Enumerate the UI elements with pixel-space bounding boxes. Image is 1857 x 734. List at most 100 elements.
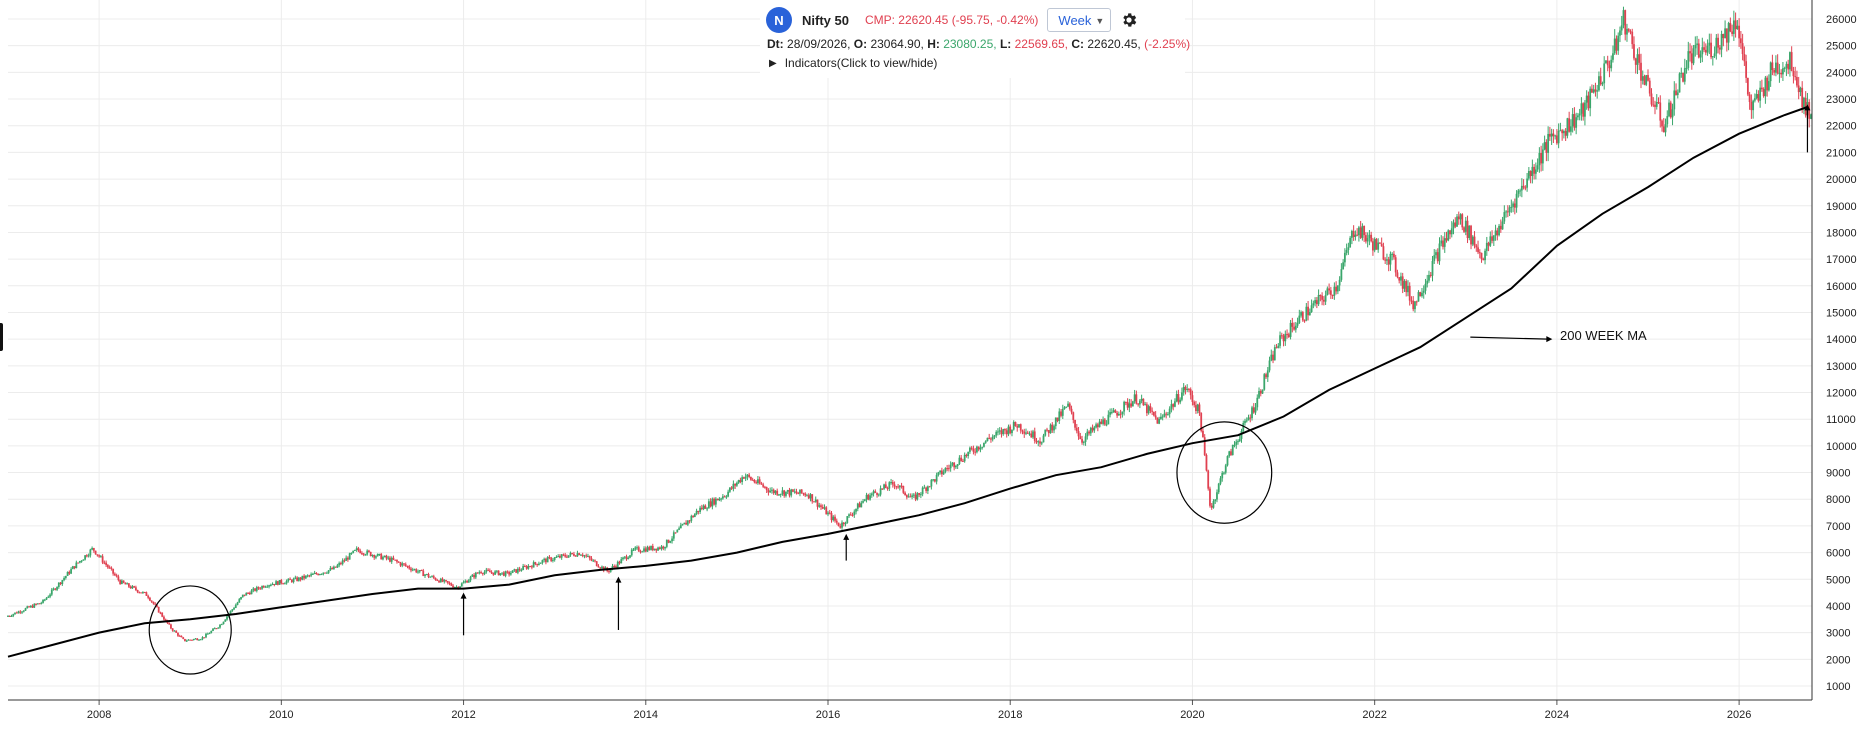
- candle-body: [951, 462, 954, 465]
- candle-body: [753, 479, 756, 483]
- candle-body: [1710, 42, 1712, 58]
- gear-icon[interactable]: [1120, 11, 1138, 29]
- candle-body: [1217, 483, 1220, 493]
- candle-body: [788, 490, 791, 496]
- candle-body: [778, 494, 780, 496]
- candle-body: [26, 606, 29, 609]
- candle-body: [63, 578, 65, 581]
- timeframe-select[interactable]: Week ▼: [1047, 8, 1112, 32]
- candle-body: [1801, 87, 1804, 108]
- candle-body: [786, 490, 789, 492]
- candle-body: [301, 575, 304, 580]
- candle-body: [667, 539, 670, 543]
- candle-body: [823, 507, 826, 509]
- candle-body: [1792, 70, 1795, 77]
- candle-body: [897, 486, 899, 488]
- candle-body: [119, 580, 122, 584]
- candle-body: [1592, 89, 1595, 93]
- candle-body: [1580, 103, 1583, 114]
- candle-body: [1400, 276, 1402, 281]
- candle-body: [536, 563, 539, 566]
- candle-body: [858, 503, 861, 508]
- candle-body: [905, 495, 908, 498]
- candle-body: [1708, 42, 1711, 46]
- candle-body: [404, 564, 407, 566]
- candle-body: [1117, 413, 1120, 416]
- candle-body: [1149, 406, 1152, 411]
- candle-body: [587, 556, 589, 558]
- candle-body: [679, 525, 682, 529]
- candle-body: [1053, 426, 1055, 431]
- candle-body: [1501, 221, 1504, 230]
- date-value: 28/09/2026,: [787, 37, 851, 51]
- candle-body: [1072, 412, 1075, 421]
- candle-body: [1116, 412, 1119, 416]
- candle-body: [248, 593, 251, 595]
- ma-annotation-label: 200 WEEK MA: [1560, 328, 1647, 343]
- candle-body: [870, 493, 873, 496]
- candle-body: [476, 572, 479, 574]
- candle-body: [1517, 190, 1520, 194]
- candle-body: [651, 545, 654, 551]
- candle-body: [1380, 243, 1383, 247]
- candle-body: [122, 580, 125, 583]
- candle-body: [1624, 10, 1627, 35]
- candle-body: [61, 580, 64, 585]
- candle-body: [112, 568, 115, 574]
- candle-body: [984, 441, 987, 443]
- candle-body: [867, 494, 870, 500]
- candle-body: [855, 508, 857, 512]
- candle-body: [1287, 334, 1290, 337]
- candle-body: [939, 470, 942, 473]
- candle-body: [506, 571, 509, 573]
- candle-body: [1711, 56, 1714, 58]
- candle-body: [1647, 75, 1649, 81]
- candle-body: [1340, 269, 1343, 280]
- candle-body: [143, 592, 146, 594]
- candle-body: [520, 570, 523, 572]
- candle-body: [1291, 322, 1294, 327]
- y-tick-label: 26000: [1826, 14, 1857, 26]
- candle-body: [1426, 280, 1429, 284]
- candle-body: [1577, 115, 1579, 118]
- candle-body: [769, 490, 772, 493]
- candle-body: [150, 600, 153, 602]
- candle-body: [1293, 326, 1295, 330]
- candle-body: [534, 562, 537, 564]
- candle-body: [450, 583, 453, 586]
- y-tick-label: 1000: [1826, 681, 1850, 693]
- candle-body: [1275, 347, 1278, 349]
- candle-body: [1356, 234, 1359, 236]
- candle-body: [1655, 102, 1658, 107]
- candle-body: [1314, 300, 1316, 304]
- candle-body: [352, 550, 355, 553]
- candle-body: [1352, 231, 1355, 237]
- candle-body: [299, 577, 302, 580]
- candle-body: [1368, 234, 1371, 239]
- candle-body: [1289, 322, 1292, 337]
- candle-body: [289, 578, 291, 580]
- candle-body: [87, 555, 90, 557]
- candle-body: [329, 568, 332, 571]
- candle-body: [832, 516, 835, 521]
- candle-body: [1491, 236, 1493, 241]
- candle-body: [368, 550, 370, 552]
- candle-body: [52, 588, 55, 590]
- chart-header: N Nifty 50 CMP: 22620.45 (-95.75, -0.42%…: [760, 0, 1190, 78]
- candle-body: [1259, 390, 1262, 394]
- candle-body: [839, 526, 842, 528]
- candle-body: [686, 520, 689, 525]
- indicators-toggle[interactable]: ▶ Indicators(Click to view/hide): [769, 56, 937, 70]
- candle-body: [1519, 190, 1521, 192]
- candle-body: [1298, 315, 1301, 323]
- candle-body: [354, 549, 356, 551]
- candle-body: [1683, 68, 1686, 82]
- candle-body: [362, 553, 365, 555]
- candle-body: [1004, 428, 1006, 431]
- candle-body: [359, 550, 362, 554]
- candle-body: [697, 510, 700, 512]
- candle-body: [73, 566, 76, 569]
- candle-body: [746, 474, 749, 477]
- candle-body: [1145, 404, 1148, 414]
